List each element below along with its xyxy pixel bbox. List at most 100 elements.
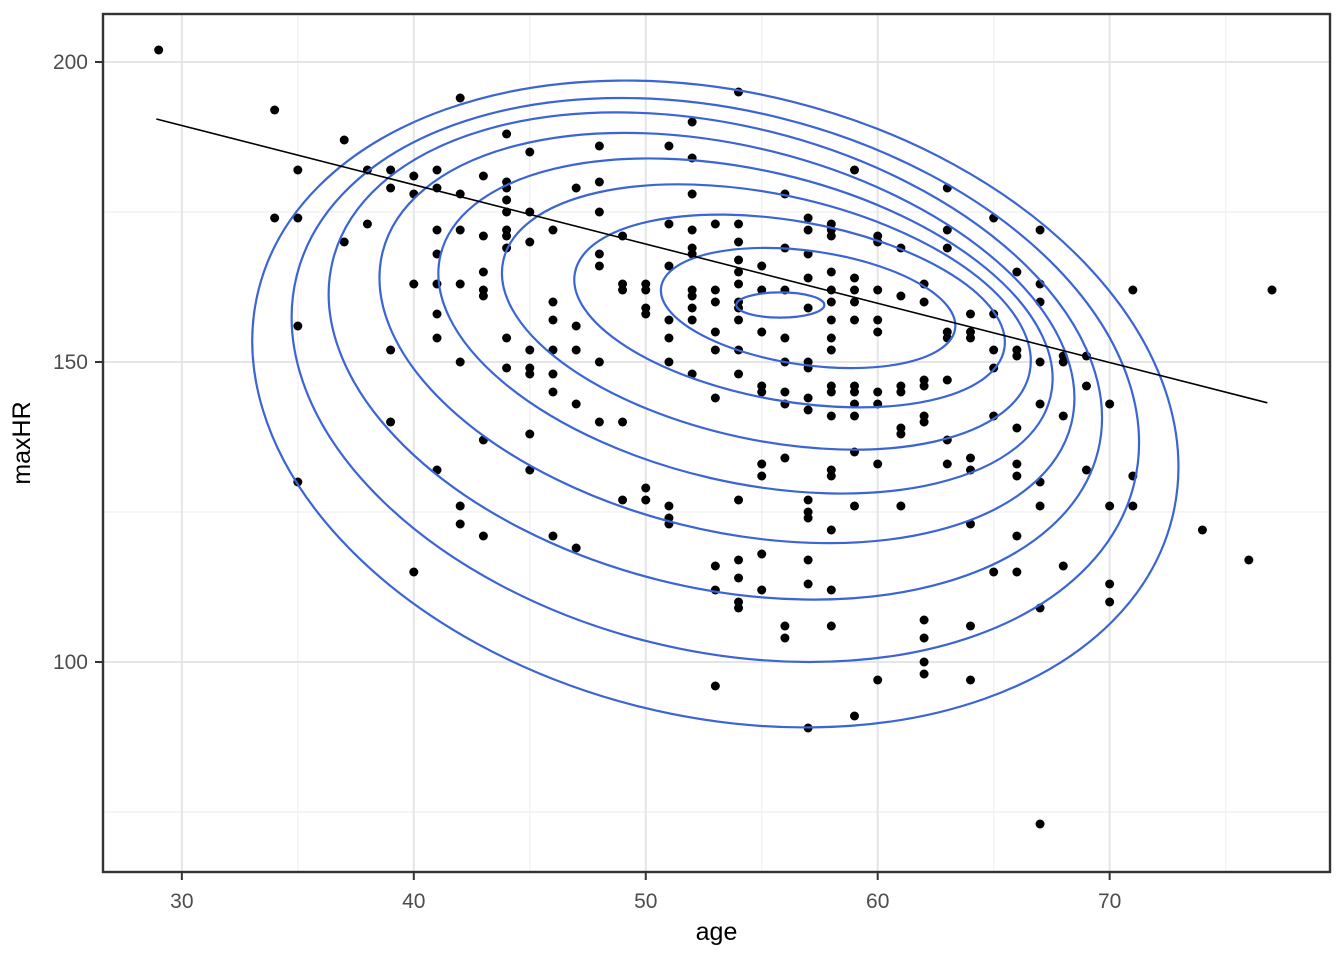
- data-point: [594, 357, 604, 367]
- data-point: [803, 513, 813, 523]
- data-point: [965, 675, 975, 685]
- data-point: [455, 357, 465, 367]
- data-point: [1244, 555, 1254, 565]
- data-point: [641, 285, 651, 295]
- data-point: [734, 315, 744, 325]
- data-point: [502, 195, 512, 205]
- data-point: [525, 369, 535, 379]
- data-point: [1058, 357, 1068, 367]
- data-point: [594, 141, 604, 151]
- y-tick-label: 200: [53, 51, 88, 74]
- data-point: [432, 165, 442, 175]
- data-point: [919, 297, 929, 307]
- data-point: [687, 291, 697, 301]
- y-axis-title: maxHR: [8, 401, 36, 484]
- data-point: [710, 285, 720, 295]
- data-point: [618, 285, 628, 295]
- data-point: [594, 417, 604, 427]
- data-point: [734, 495, 744, 505]
- data-point: [780, 333, 790, 343]
- data-point: [525, 345, 535, 355]
- data-point: [803, 225, 813, 235]
- data-point: [826, 471, 836, 481]
- density-contour: [500, 183, 1032, 451]
- data-point: [1105, 579, 1115, 589]
- density-contour: [659, 246, 957, 370]
- data-point: [154, 45, 164, 55]
- data-point: [548, 297, 558, 307]
- data-point: [780, 621, 790, 631]
- data-point: [687, 225, 697, 235]
- data-point: [502, 363, 512, 373]
- data-point: [1035, 819, 1045, 829]
- data-point: [826, 297, 836, 307]
- x-tick-label: 50: [634, 890, 657, 913]
- data-point: [850, 165, 860, 175]
- data-point: [1012, 423, 1022, 433]
- data-point: [432, 333, 442, 343]
- data-point: [386, 345, 396, 355]
- data-point: [873, 285, 883, 295]
- data-point: [942, 375, 952, 385]
- data-point: [919, 657, 929, 667]
- data-point: [270, 105, 280, 115]
- data-point: [757, 549, 767, 559]
- data-point: [710, 345, 720, 355]
- data-point: [803, 555, 813, 565]
- x-tick-label: 30: [170, 890, 193, 913]
- data-point: [1035, 225, 1045, 235]
- data-point: [293, 321, 303, 331]
- data-point: [873, 315, 883, 325]
- data-point: [989, 345, 999, 355]
- data-point: [780, 633, 790, 643]
- data-point: [409, 171, 419, 181]
- data-point: [1058, 411, 1068, 421]
- data-point: [594, 207, 604, 217]
- data-point: [455, 519, 465, 529]
- data-point: [826, 525, 836, 535]
- data-point: [1012, 459, 1022, 469]
- density-contour: [573, 213, 1006, 409]
- data-point: [1081, 465, 1091, 475]
- data-point: [641, 483, 651, 493]
- data-point: [293, 213, 303, 223]
- data-point: [710, 297, 720, 307]
- data-point: [409, 279, 419, 289]
- data-point: [432, 225, 442, 235]
- data-point: [594, 261, 604, 271]
- data-point: [919, 381, 929, 391]
- data-point: [757, 585, 767, 595]
- x-tick-label: 40: [402, 890, 425, 913]
- data-point: [710, 681, 720, 691]
- regression-line: [156, 118, 1268, 404]
- data-point: [339, 135, 349, 145]
- x-tick-label: 60: [866, 890, 889, 913]
- data-point: [826, 315, 836, 325]
- data-point: [850, 711, 860, 721]
- data-point: [826, 621, 836, 631]
- data-point: [1081, 381, 1091, 391]
- data-point: [734, 603, 744, 613]
- data-point: [1267, 285, 1277, 295]
- data-point: [826, 231, 836, 241]
- data-point: [873, 459, 883, 469]
- data-point: [850, 411, 860, 421]
- data-point: [1105, 597, 1115, 607]
- data-point: [641, 495, 651, 505]
- data-point: [965, 621, 975, 631]
- x-axis-title: age: [696, 918, 738, 946]
- data-point: [594, 249, 604, 259]
- data-point: [571, 399, 581, 409]
- data-point: [1197, 525, 1207, 535]
- data-point: [687, 303, 697, 313]
- data-point: [432, 309, 442, 319]
- density-contour: [251, 79, 1180, 729]
- data-point: [942, 459, 952, 469]
- data-point: [1012, 351, 1022, 361]
- data-point: [710, 327, 720, 337]
- data-point: [339, 237, 349, 247]
- data-point: [1128, 501, 1138, 511]
- data-point: [873, 387, 883, 397]
- data-point: [873, 327, 883, 337]
